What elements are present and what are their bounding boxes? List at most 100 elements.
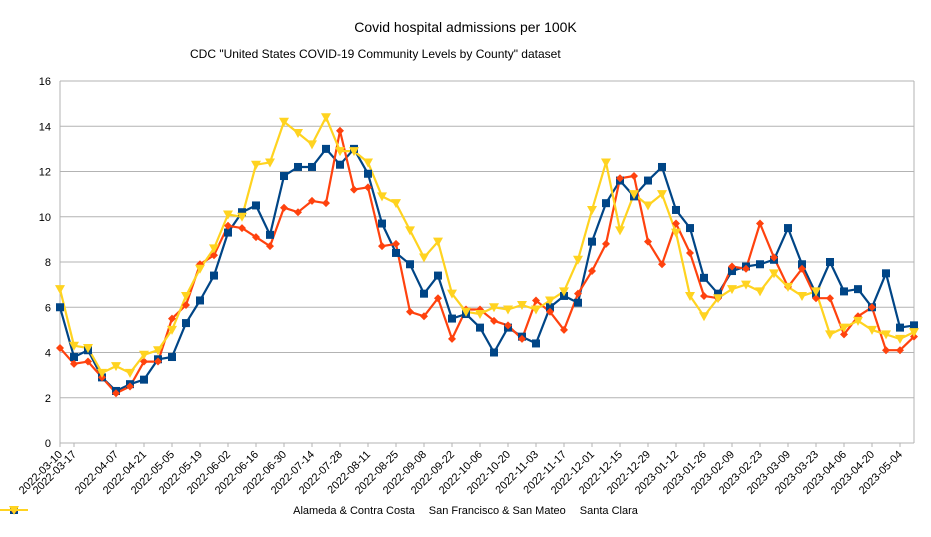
series-3-point xyxy=(797,291,807,301)
series-2-point xyxy=(770,253,778,262)
series-1-point xyxy=(280,172,288,181)
legend-item-1: Alameda & Contra Costa xyxy=(0,505,415,517)
series-1-point xyxy=(140,375,148,384)
series-3-point xyxy=(643,201,653,211)
series-2-point xyxy=(812,294,820,303)
series-3-point xyxy=(545,296,555,306)
series-3-point xyxy=(153,346,163,356)
series-2-point xyxy=(742,264,750,273)
series-3-point xyxy=(615,226,625,236)
series-3-point xyxy=(55,285,65,295)
legend-item-2: San Francisco & San Mateo xyxy=(0,505,566,517)
series-3-point xyxy=(83,343,93,353)
series-1-point xyxy=(546,303,554,312)
series-1-point xyxy=(294,162,302,171)
series-3-point xyxy=(517,300,527,310)
series-2-point xyxy=(882,346,890,355)
series-3-point xyxy=(629,190,639,200)
series-3-point xyxy=(237,212,247,222)
y-tick-label: 12 xyxy=(39,167,51,179)
series-2-point xyxy=(406,307,414,316)
series-3-point xyxy=(461,307,471,317)
series-3-point xyxy=(195,264,205,274)
series-3-point xyxy=(895,334,905,344)
series-2-point xyxy=(126,382,134,391)
series-3-point xyxy=(139,350,149,360)
series-2-point xyxy=(84,357,92,366)
series-3-point xyxy=(307,140,317,150)
series-2-point xyxy=(868,303,876,312)
series-3-point xyxy=(405,226,415,236)
legend-label: Alameda & Contra Costa xyxy=(293,505,415,517)
legend-item-3: Santa Clara xyxy=(0,505,638,517)
series-3-point xyxy=(349,147,359,157)
series-2-point xyxy=(756,219,764,228)
series-2-point xyxy=(700,291,708,300)
series-2-point xyxy=(336,126,344,135)
series-1-point xyxy=(840,287,848,296)
series-2-point xyxy=(896,346,904,355)
series-2-point xyxy=(420,312,428,321)
series-2-point xyxy=(350,185,358,194)
series-3-point xyxy=(125,368,135,378)
y-tick-label: 6 xyxy=(45,302,51,314)
y-tick-label: 8 xyxy=(45,257,51,269)
series-3-point xyxy=(321,113,331,123)
series-3-point xyxy=(853,316,863,326)
series-3-point xyxy=(839,323,849,333)
series-1-point xyxy=(252,201,260,210)
chart-title: Covid hospital admissions per 100K xyxy=(354,19,577,35)
series-2-point xyxy=(728,262,736,271)
series-1-point xyxy=(196,296,204,305)
series-1-point xyxy=(378,219,386,228)
series-3-point xyxy=(209,244,219,254)
chart-subtitle: CDC "United States COVID-19 Community Le… xyxy=(190,47,561,61)
series-2-point xyxy=(280,203,288,212)
legend-swatch xyxy=(0,506,28,515)
series-3-point xyxy=(573,255,583,265)
series-3-point xyxy=(279,117,289,127)
series-3-point xyxy=(671,228,681,238)
series-3-point xyxy=(811,287,821,297)
y-tick-label: 4 xyxy=(45,348,51,360)
series-1-point xyxy=(672,205,680,214)
series-2-point xyxy=(826,294,834,303)
y-tick-label: 2 xyxy=(45,393,51,405)
series-1-point xyxy=(574,298,582,307)
series-3-point xyxy=(909,328,919,338)
legend-label: Santa Clara xyxy=(579,505,638,517)
series-2-point xyxy=(504,321,512,330)
chart-legend: Alameda & Contra Costa San Francisco & Sa… xyxy=(0,505,931,517)
series-3-point xyxy=(111,362,121,372)
y-tick-label: 10 xyxy=(39,212,51,224)
series-3-point xyxy=(335,147,345,157)
series-3-point xyxy=(419,253,429,263)
series-1-point xyxy=(434,271,442,280)
series-2-point xyxy=(840,330,848,339)
series-2-point xyxy=(140,357,148,366)
series-3-point xyxy=(293,129,303,139)
series-3-point xyxy=(531,305,541,315)
series-3-point xyxy=(475,310,485,320)
series-1-point xyxy=(854,285,862,294)
series-3-point xyxy=(783,282,793,292)
series-1-point xyxy=(266,230,274,239)
y-tick-label: 0 xyxy=(45,438,51,450)
series-1-point xyxy=(168,353,176,362)
series-3-point xyxy=(433,237,443,247)
series-2-point xyxy=(672,219,680,228)
series-2-point xyxy=(490,316,498,325)
series-line-1 xyxy=(58,147,915,393)
series-3-point xyxy=(69,341,79,351)
series-2-point xyxy=(798,264,806,273)
series-2-point xyxy=(532,296,540,305)
series-3-point xyxy=(881,330,891,340)
series-2-point xyxy=(266,242,274,251)
series-1-point xyxy=(756,260,764,269)
series-1-point xyxy=(448,314,456,323)
series-3-point xyxy=(741,280,751,290)
series-3-point xyxy=(755,287,765,297)
series-2-point xyxy=(392,239,400,248)
series-line-3 xyxy=(58,116,915,374)
